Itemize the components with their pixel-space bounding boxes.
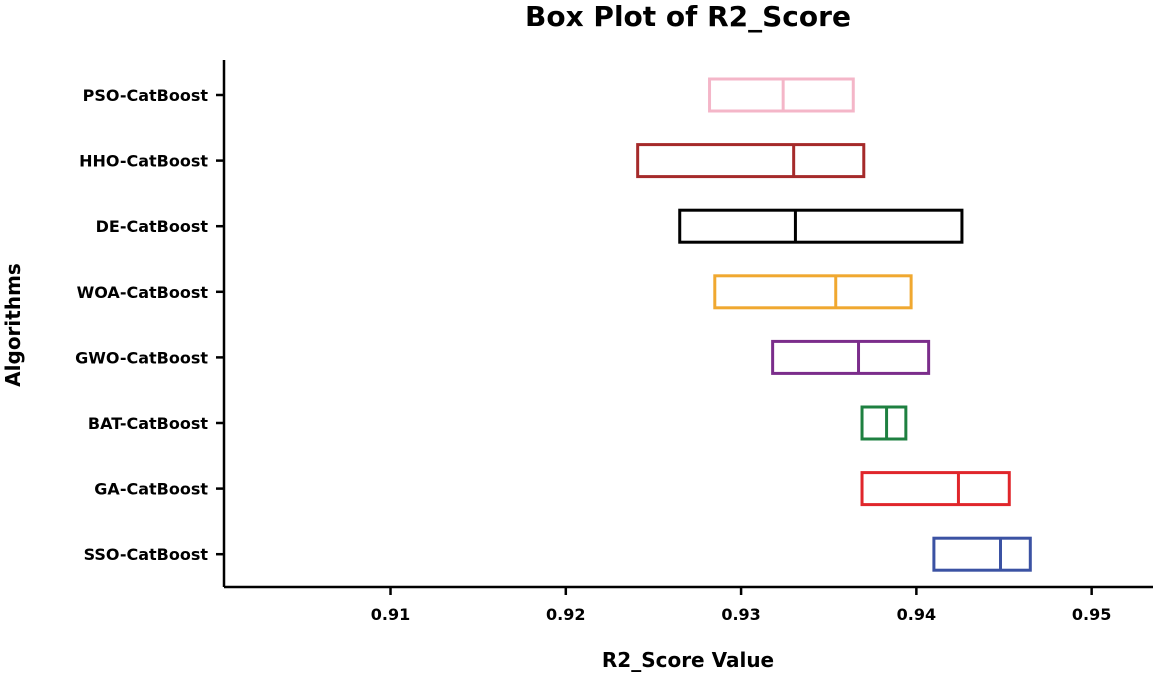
y-tick-label: GWO-CatBoost xyxy=(75,348,208,367)
x-tick-label: 0.94 xyxy=(897,605,936,624)
x-axis-label: R2_Score Value xyxy=(602,648,774,672)
box-pso-catboost xyxy=(708,77,855,113)
box-ga-catboost xyxy=(860,471,1011,507)
plot-area xyxy=(636,77,1032,572)
x-tick-label: 0.91 xyxy=(371,605,410,624)
y-tick-label: PSO-CatBoost xyxy=(83,86,209,105)
x-tick-label: 0.93 xyxy=(721,605,760,624)
y-tick-label: HHO-CatBoost xyxy=(79,152,208,171)
y-tick-label: GA-CatBoost xyxy=(94,480,208,499)
box-sso-catboost xyxy=(932,536,1032,572)
box-hho-catboost xyxy=(636,143,866,179)
y-tick-label: WOA-CatBoost xyxy=(77,283,209,302)
box-de-catboost xyxy=(678,208,964,244)
box-gwo-catboost xyxy=(771,339,931,375)
x-ticks: 0.91 0.92 0.93 0.94 0.95 xyxy=(371,587,1111,624)
y-tick-label: DE-CatBoost xyxy=(96,217,209,236)
y-tick-label: SSO-CatBoost xyxy=(84,545,209,564)
box-woa-catboost xyxy=(713,274,913,310)
chart-title: Box Plot of R2_Score xyxy=(525,0,851,33)
x-tick-label: 0.95 xyxy=(1072,605,1111,624)
y-axis-label: Algorithms xyxy=(1,263,25,387)
x-tick-label: 0.92 xyxy=(546,605,585,624)
box-bat-catboost xyxy=(860,405,908,441)
y-tick-label: BAT-CatBoost xyxy=(88,414,208,433)
y-ticks: PSO-CatBoost HHO-CatBoost DE-CatBoost WOA-C… xyxy=(75,86,224,564)
